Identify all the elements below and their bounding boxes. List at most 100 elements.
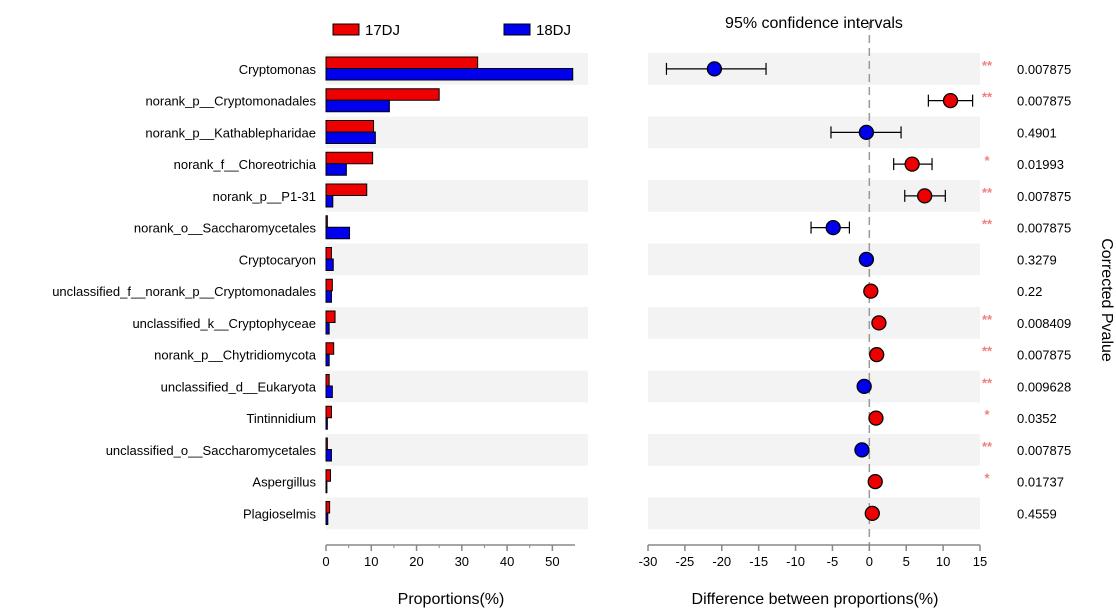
significance-mark: ** <box>982 90 993 105</box>
ci-point <box>904 156 920 172</box>
pvalue-label: 0.007875 <box>1017 189 1071 204</box>
pvalue-label: 0.007875 <box>1017 62 1071 77</box>
pvalue-axis-title: Corrected Pvalue <box>1098 238 1115 362</box>
significance-mark: * <box>984 407 990 422</box>
legend-label-17dj: 17DJ <box>365 22 400 39</box>
significance-mark: ** <box>982 344 993 359</box>
bar-18dj <box>325 449 332 462</box>
right-x-tick-label: -10 <box>786 554 805 569</box>
bar-17dj <box>325 183 368 196</box>
pvalue-label: 0.22 <box>1017 284 1042 299</box>
ci-point <box>854 442 870 458</box>
right-x-tick-label: 10 <box>936 554 950 569</box>
ci-point <box>868 410 884 426</box>
ci-point <box>864 505 880 522</box>
pvalue-label: 0.0352 <box>1017 411 1057 426</box>
ci-point <box>856 378 872 395</box>
pvalue-label: 0.008409 <box>1017 316 1071 331</box>
left-x-tick-label: 0 <box>322 554 329 569</box>
category-label: norank_o__Saccharomycetales <box>134 221 317 236</box>
bar-18dj <box>325 353 330 367</box>
right-x-tick-label: -20 <box>712 554 731 569</box>
category-label: norank_p__Cryptomonadales <box>145 94 316 109</box>
bar-18dj <box>325 68 574 81</box>
bar-18dj <box>325 163 347 176</box>
category-label: unclassified_o__Saccharomycetales <box>106 443 317 458</box>
bar-18dj <box>325 131 376 144</box>
ci-point <box>858 124 875 141</box>
left-x-tick-label: 40 <box>500 554 514 569</box>
ci-point <box>871 315 887 331</box>
right-x-tick-label: -5 <box>827 554 839 569</box>
bar-18dj <box>325 226 351 240</box>
legend-swatch-18dj <box>503 23 531 36</box>
pvalue-label: 0.4559 <box>1017 506 1057 521</box>
right-x-tick-label: -25 <box>675 554 694 569</box>
bar-17dj <box>325 405 332 419</box>
ci-point <box>706 61 723 77</box>
significance-mark: * <box>984 471 990 486</box>
bar-17dj <box>325 215 328 228</box>
row-bands <box>326 53 980 530</box>
left-x-tick-label: 20 <box>409 554 423 569</box>
category-label: norank_p__P1-31 <box>213 189 316 204</box>
right-row-band <box>648 434 980 466</box>
left-x-tick-label: 50 <box>545 554 559 569</box>
right-x-tick-label: 5 <box>903 554 910 569</box>
bar-18dj <box>325 99 390 113</box>
bar-17dj <box>325 437 328 450</box>
category-label: unclassified_k__Cryptophyceae <box>132 316 316 331</box>
pvalue-label: 0.4901 <box>1017 125 1057 140</box>
ci-point <box>917 188 933 204</box>
legend: 17DJ 18DJ <box>332 22 571 39</box>
category-label: Tintinnidium <box>246 411 316 426</box>
bar-17dj <box>325 88 440 101</box>
bar-17dj <box>325 501 331 514</box>
bar-17dj <box>325 278 333 292</box>
right-row-band <box>648 116 980 149</box>
significance-mark: ** <box>982 375 993 390</box>
bar-17dj <box>325 151 374 165</box>
category-label: norank_p__Kathablepharidae <box>145 125 316 140</box>
significance-mark: ** <box>982 58 993 73</box>
pvalue-label: 0.007875 <box>1017 348 1071 363</box>
legend-label-18dj: 18DJ <box>536 22 571 39</box>
bar-18dj <box>325 290 332 303</box>
pvalue-label: 0.007875 <box>1017 94 1071 109</box>
pvalue-label: 0.01737 <box>1017 475 1064 490</box>
bar-17dj <box>325 247 332 260</box>
pvalue-label: 0.007875 <box>1017 221 1071 236</box>
ci-title: 95% confidence intervals <box>725 15 903 32</box>
category-label: Cryptocaryon <box>239 252 316 267</box>
significance-mark: * <box>984 153 990 168</box>
pvalue-label: 0.3279 <box>1017 252 1057 267</box>
category-label: Plagioselmis <box>243 506 316 521</box>
bar-18dj <box>325 512 329 525</box>
right-row-band <box>648 307 980 339</box>
significance-mark: ** <box>982 312 993 327</box>
proportions-panel: Cryptomonas norank_p__Cryptomonadalesnora… <box>52 56 575 569</box>
left-row-band <box>326 180 588 212</box>
bar-17dj <box>325 342 335 355</box>
right-row-band <box>648 243 980 276</box>
significance-mark: ** <box>982 185 993 200</box>
category-label: norank_p__Chytridiomycota <box>154 348 317 363</box>
right-x-tick-label: 15 <box>973 554 987 569</box>
category-label: unclassified_f__norank_p__Cryptomonadale… <box>52 284 316 299</box>
left-row-band <box>326 370 588 403</box>
left-x-tick-label: 10 <box>364 554 378 569</box>
significance-mark: ** <box>982 217 993 232</box>
ci-point <box>863 283 879 299</box>
left-x-tick-label: 30 <box>455 554 469 569</box>
pvalue-label: 0.007875 <box>1017 443 1071 458</box>
bar-18dj <box>325 195 334 208</box>
right-row-band <box>648 497 980 530</box>
category-label: norank_f__Choreotrichia <box>174 157 317 172</box>
ci-point <box>869 346 885 363</box>
bar-17dj <box>325 469 332 482</box>
left-x-axis-title: Proportions(%) <box>398 591 505 608</box>
category-label: Aspergillus <box>252 475 316 490</box>
bar-18dj <box>325 480 328 494</box>
